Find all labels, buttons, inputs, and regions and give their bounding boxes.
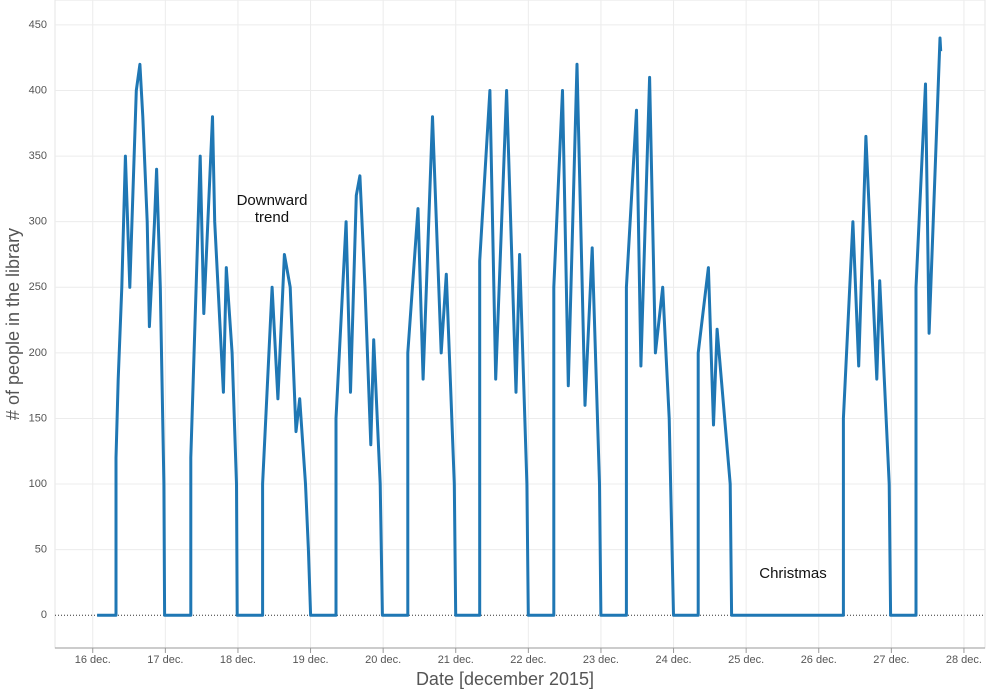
x-axis-title: Date [december 2015] [416, 669, 594, 689]
annotation: Christmas [759, 565, 827, 582]
x-tick-label: 19 dec. [293, 654, 329, 666]
y-tick-label: 300 [29, 216, 47, 228]
x-tick-label: 21 dec. [438, 654, 474, 666]
y-tick-label: 400 [29, 84, 47, 96]
x-tick-label: 20 dec. [365, 654, 401, 666]
x-tick-label: 28 dec. [946, 654, 982, 666]
y-tick-label: 450 [29, 19, 47, 31]
x-tick-label: 17 dec. [147, 654, 183, 666]
y-tick-label: 50 [35, 544, 47, 556]
annotation: Downward trend [236, 192, 308, 226]
x-tick-label: 25 dec. [728, 654, 764, 666]
x-tick-label: 22 dec. [510, 654, 546, 666]
y-tick-label: 150 [29, 412, 47, 424]
y-tick-label: 100 [29, 478, 47, 490]
data-line [97, 36, 943, 617]
x-tick-label: 18 dec. [220, 654, 256, 666]
x-tick-label: 24 dec. [656, 654, 692, 666]
x-tick-label: 16 dec. [75, 654, 111, 666]
y-axis-title: # of people in the library [3, 228, 23, 420]
y-tick-label: 200 [29, 347, 47, 359]
x-tick-label: 23 dec. [583, 654, 619, 666]
y-tick-label: 250 [29, 281, 47, 293]
y-tick-label: 350 [29, 150, 47, 162]
y-tick-label: 0 [41, 609, 47, 621]
x-tick-label: 27 dec. [873, 654, 909, 666]
x-tick-label: 26 dec. [801, 654, 837, 666]
